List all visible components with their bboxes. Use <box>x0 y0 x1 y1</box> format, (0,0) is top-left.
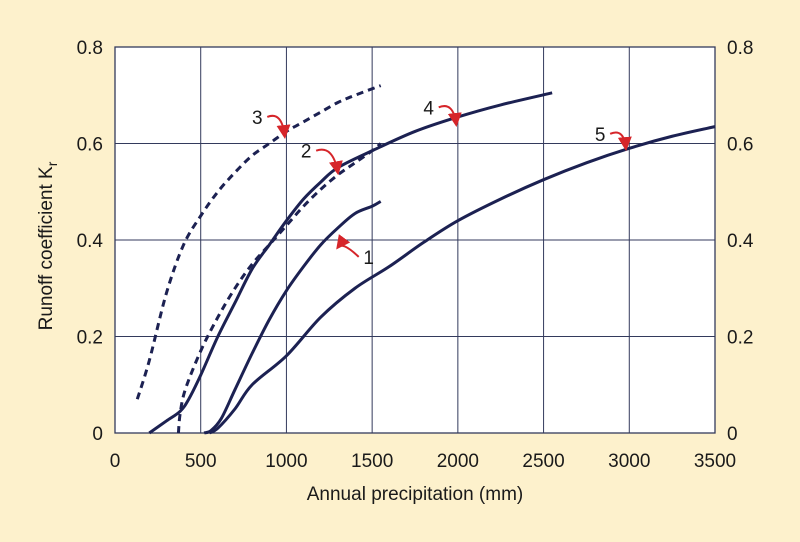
x-axis: 0 500 1000 1500 2000 2500 3000 3500 <box>110 451 736 472</box>
y-axis-title-subscript: r <box>44 161 60 166</box>
y-tick-label-left: 0 <box>92 424 103 445</box>
x-tick-label: 1000 <box>265 451 307 472</box>
curve-label-1: 1 <box>363 248 374 269</box>
x-axis-title: Annual precipitation (mm) <box>307 484 523 505</box>
curve-label-2: 2 <box>301 142 312 163</box>
curves <box>135 84 716 435</box>
annotation-arrow-1 <box>336 234 360 258</box>
annotation-arrow-2 <box>315 148 343 176</box>
curve-2 <box>176 142 382 434</box>
x-tick-label: 500 <box>185 451 217 472</box>
curve-3 <box>135 84 382 400</box>
y-axis-title: Runoff coefficient Kr <box>36 161 60 330</box>
y-tick-label-right: 0.8 <box>727 38 753 59</box>
y-tick-label-left: 0.6 <box>77 135 103 156</box>
x-tick-label: 3000 <box>608 451 650 472</box>
curve-label-5: 5 <box>595 125 606 146</box>
y-tick-label-right: 0 <box>727 424 738 445</box>
curve-4 <box>148 91 553 435</box>
annotation-arrow-3 <box>266 114 291 140</box>
x-tick-label: 3500 <box>694 451 736 472</box>
y-tick-label-left: 0.2 <box>77 328 103 349</box>
curve-label-4: 4 <box>423 98 434 119</box>
annotation-arrow-5 <box>609 131 632 152</box>
y-tick-label-left: 0.8 <box>77 38 103 59</box>
curve-5 <box>208 125 716 435</box>
y-axis-right: 0 0.2 0.4 0.6 0.8 <box>727 38 754 445</box>
y-axis-left: 0 0.2 0.4 0.6 0.8 <box>77 38 104 445</box>
y-axis-title-main: Runoff coefficient K <box>36 166 57 330</box>
x-tick-label: 2500 <box>522 451 564 472</box>
curve-label-3: 3 <box>252 108 263 129</box>
curve-annotations: 1 2 3 4 5 <box>252 98 632 269</box>
plot-frame <box>114 46 716 434</box>
annotation-arrow-4 <box>438 105 462 127</box>
y-tick-label-right: 0.2 <box>727 328 753 349</box>
x-tick-label: 1500 <box>351 451 393 472</box>
curve-1 <box>203 200 382 435</box>
x-tick-label: 0 <box>110 451 121 472</box>
x-tick-label: 2000 <box>437 451 479 472</box>
y-tick-label-left: 0.4 <box>77 231 104 252</box>
y-tick-label-right: 0.4 <box>727 231 754 252</box>
y-tick-label-right: 0.6 <box>727 135 753 156</box>
